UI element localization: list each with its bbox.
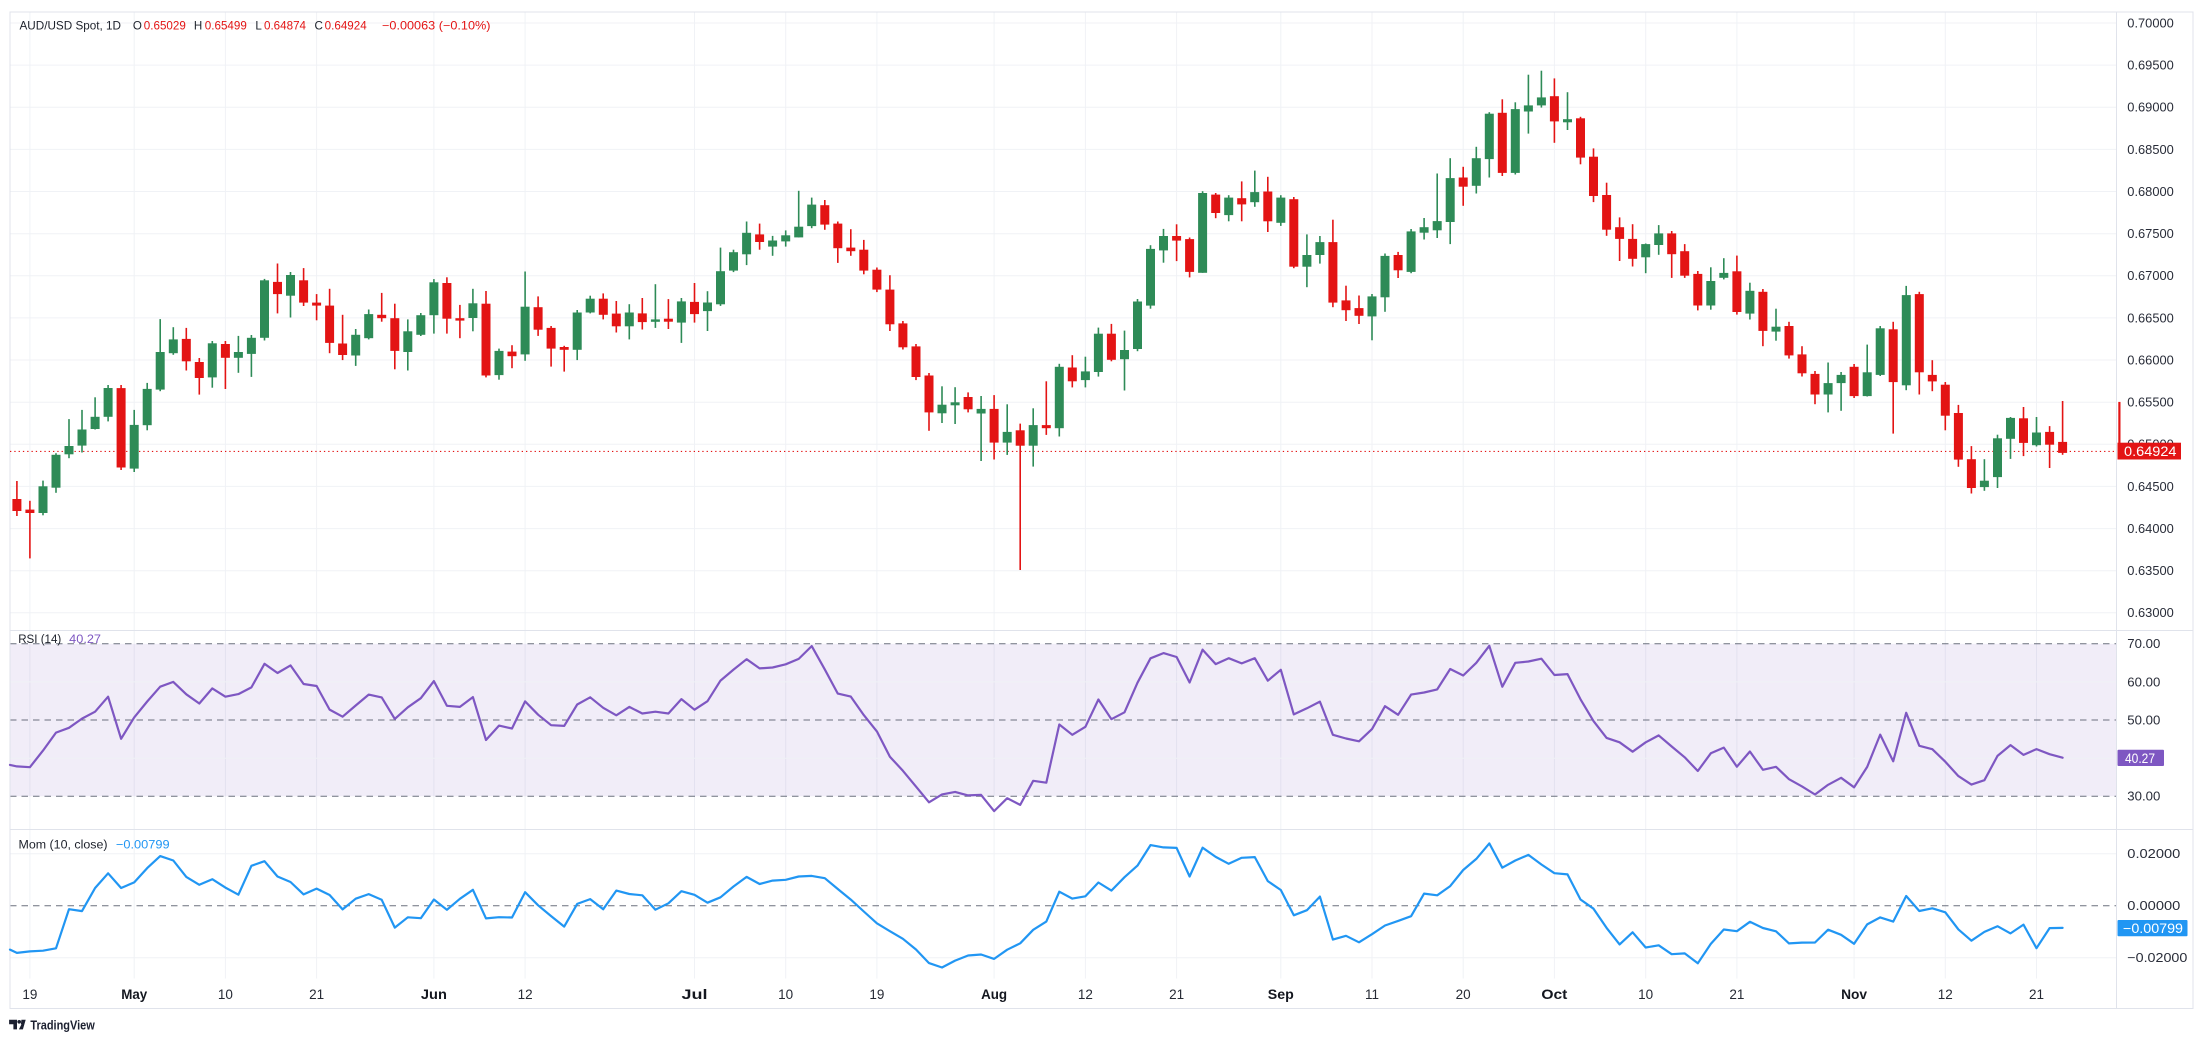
- svg-text:0.64874: 0.64874: [264, 20, 307, 33]
- svg-text:21: 21: [309, 987, 324, 1002]
- svg-text:AUD/USD Spot, 1D: AUD/USD Spot, 1D: [20, 20, 122, 33]
- svg-text:0.68500: 0.68500: [2127, 142, 2174, 157]
- svg-text:Oct: Oct: [1541, 987, 1568, 1002]
- svg-text:Aug: Aug: [981, 987, 1007, 1002]
- svg-text:0.66000: 0.66000: [2127, 352, 2174, 367]
- svg-text:40.27: 40.27: [69, 632, 101, 646]
- svg-text:RSI (14): RSI (14): [18, 632, 61, 646]
- svg-text:12: 12: [1938, 987, 1953, 1002]
- svg-text:0.65499: 0.65499: [205, 20, 247, 33]
- svg-text:0.64000: 0.64000: [2127, 521, 2174, 536]
- svg-text:0.70000: 0.70000: [2127, 15, 2174, 30]
- svg-text:0.69500: 0.69500: [2127, 58, 2174, 73]
- svg-text:19: 19: [22, 987, 37, 1002]
- svg-text:C: C: [315, 20, 323, 33]
- svg-text:21: 21: [1169, 987, 1184, 1002]
- svg-text:0.69000: 0.69000: [2127, 100, 2174, 115]
- svg-text:0.68000: 0.68000: [2127, 184, 2174, 199]
- svg-text:11: 11: [1365, 987, 1379, 1002]
- svg-text:Jun: Jun: [421, 987, 447, 1002]
- svg-text:0.00000: 0.00000: [2127, 898, 2180, 913]
- svg-text:10: 10: [1638, 987, 1653, 1002]
- svg-text:60.00: 60.00: [2127, 674, 2160, 689]
- svg-text:0.66500: 0.66500: [2127, 310, 2174, 325]
- svg-text:70.00: 70.00: [2127, 636, 2160, 651]
- svg-text:0.63500: 0.63500: [2127, 563, 2174, 578]
- svg-text:−0.00063 (−0.10%): −0.00063 (−0.10%): [382, 20, 491, 33]
- svg-text:50.00: 50.00: [2127, 712, 2160, 727]
- svg-text:0.65029: 0.65029: [144, 20, 186, 33]
- svg-text:H: H: [194, 20, 202, 33]
- svg-text:20: 20: [1456, 987, 1471, 1002]
- svg-text:Mom (10, close): Mom (10, close): [19, 838, 108, 852]
- svg-text:30.00: 30.00: [2127, 789, 2160, 804]
- svg-text:0.64500: 0.64500: [2127, 479, 2174, 494]
- svg-text:−0.00799: −0.00799: [116, 838, 170, 852]
- svg-text:Nov: Nov: [1841, 987, 1867, 1002]
- svg-text:Sep: Sep: [1268, 987, 1294, 1002]
- svg-text:10: 10: [778, 987, 793, 1002]
- svg-text:0.63000: 0.63000: [2127, 605, 2174, 620]
- svg-text:19: 19: [869, 987, 884, 1002]
- svg-text:−0.02000: −0.02000: [2127, 950, 2187, 965]
- svg-text:TradingView: TradingView: [30, 1018, 95, 1033]
- svg-text:0.64924: 0.64924: [325, 20, 368, 33]
- svg-text:L: L: [255, 20, 262, 33]
- svg-text:−0.00799: −0.00799: [2123, 921, 2183, 936]
- svg-text:0.67000: 0.67000: [2127, 268, 2174, 283]
- svg-text:0.65500: 0.65500: [2127, 395, 2174, 410]
- svg-text:40.27: 40.27: [2125, 751, 2155, 766]
- svg-text:12: 12: [518, 987, 533, 1002]
- svg-text:0.67500: 0.67500: [2127, 226, 2174, 241]
- svg-text:21: 21: [1729, 987, 1744, 1002]
- svg-text:0.64924: 0.64924: [2124, 444, 2177, 459]
- svg-text:12: 12: [1078, 987, 1093, 1002]
- svg-text:May: May: [121, 987, 147, 1002]
- svg-text:21: 21: [2029, 987, 2044, 1002]
- svg-text:Jul: Jul: [682, 987, 708, 1002]
- svg-text:O: O: [133, 20, 142, 33]
- svg-text:10: 10: [218, 987, 233, 1002]
- svg-text:0.02000: 0.02000: [2127, 846, 2180, 861]
